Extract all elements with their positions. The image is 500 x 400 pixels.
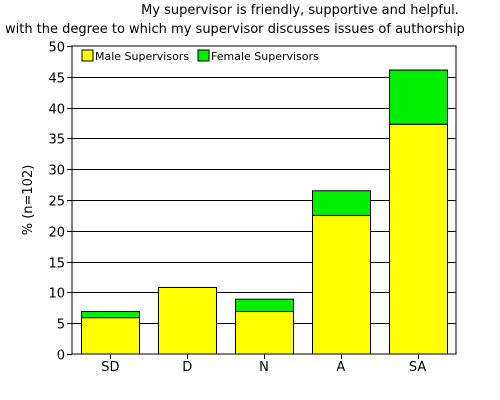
- y-tick-label: 25: [48, 195, 65, 210]
- y-tick-label: 0: [57, 349, 65, 364]
- x-axis-ticks: SD D N A SA: [101, 354, 426, 375]
- y-tick-label: 50: [48, 41, 65, 56]
- bar-a-male: [312, 214, 371, 355]
- y-tick-label: 45: [48, 72, 65, 87]
- y-axis-label: % (n=102): [21, 165, 36, 236]
- bar-sa-female: [389, 69, 448, 125]
- bar-n-female: [235, 298, 294, 312]
- legend-swatch-female: [197, 49, 210, 62]
- x-tick-label: N: [259, 360, 269, 375]
- legend-label-female: Female Supervisors: [211, 50, 319, 63]
- x-tick-label: SA: [409, 360, 426, 375]
- y-tick-label: 40: [48, 103, 65, 118]
- y-tick-label: 5: [57, 318, 65, 333]
- gridlines: [72, 77, 456, 324]
- bar-sd-female: [81, 310, 140, 319]
- bar-d-male: [158, 286, 217, 355]
- y-tick-label: 35: [48, 133, 65, 148]
- bar-sd-male: [81, 317, 140, 355]
- chart-title-line1: My supervisor is friendly, supportive an…: [141, 3, 459, 18]
- plot-frame: [71, 45, 457, 355]
- y-tick-label: 30: [48, 164, 65, 179]
- y-tick-label: 15: [48, 257, 65, 272]
- y-axis-ticks: 0 5 10 15 20 25 30 35 40 45 50: [48, 41, 72, 364]
- bar-sa-male: [389, 123, 448, 355]
- bar-n-male: [235, 310, 294, 355]
- y-tick-label: 10: [48, 287, 65, 302]
- y-tick-label: 20: [48, 226, 65, 241]
- x-tick-label: D: [182, 360, 192, 375]
- chart-title-line2: with the degree to which my supervisor d…: [5, 22, 465, 37]
- legend: Male Supervisors Female Supervisors: [79, 49, 319, 64]
- legend-label-male: Male Supervisors: [95, 50, 189, 63]
- legend-swatch-male: [81, 49, 94, 62]
- x-tick-label: A: [336, 360, 345, 375]
- bars-group: [81, 69, 448, 355]
- x-tick-label: SD: [101, 360, 119, 375]
- bar-a-female: [312, 190, 371, 216]
